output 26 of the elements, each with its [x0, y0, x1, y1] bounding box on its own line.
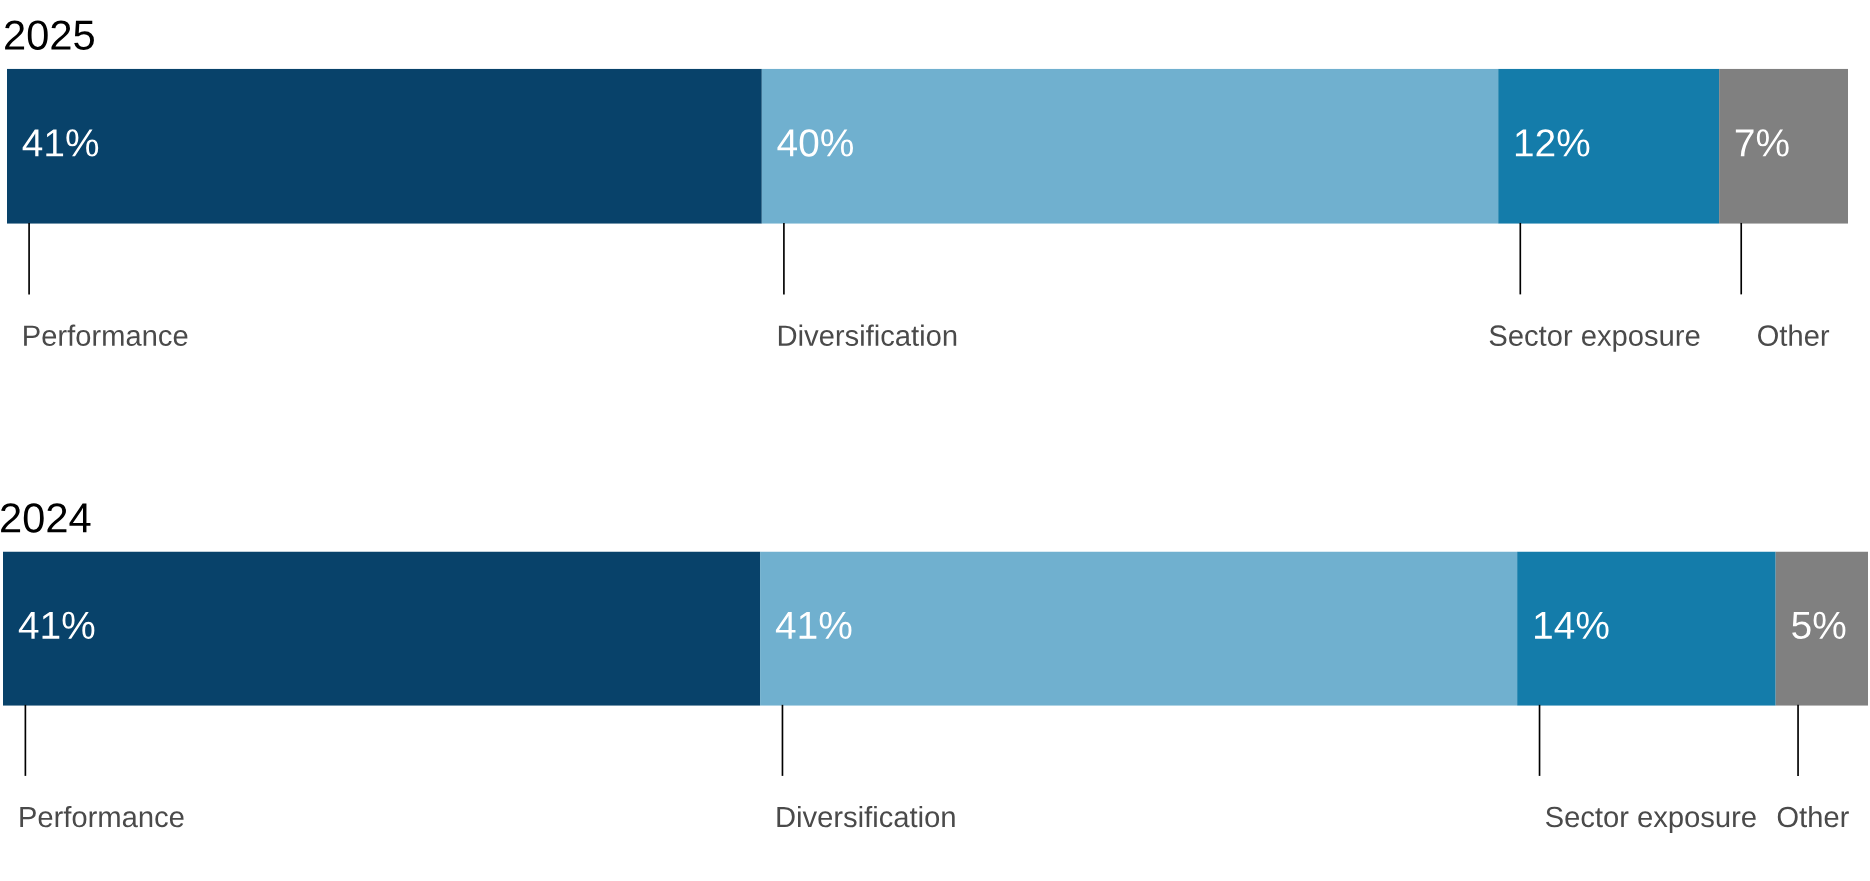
bar: [1775, 551, 1868, 706]
data-label: 7%: [1735, 129, 1789, 157]
data-label: 41%: [22, 129, 99, 157]
chart-title: 2024: [1, 503, 91, 533]
data-label: 41%: [775, 611, 852, 639]
bar: [761, 68, 1499, 224]
bar: [1498, 68, 1720, 224]
bar: [1517, 551, 1776, 706]
data-label: 14%: [1535, 611, 1609, 639]
text: Performance: [20, 805, 184, 828]
bar: [760, 551, 1518, 706]
text: Diversification: [778, 324, 957, 346]
text: Performance: [24, 324, 188, 346]
text: Other: [1777, 805, 1849, 828]
text: Diversification: [777, 805, 955, 828]
bar: [1719, 68, 1848, 224]
data-label: 12%: [1515, 129, 1590, 157]
bar: [7, 68, 762, 224]
data-label: 41%: [18, 611, 95, 639]
data-label: 40%: [777, 129, 853, 157]
chart-title: 2025: [5, 20, 94, 50]
text: Other: [1758, 324, 1830, 346]
bar: [3, 551, 761, 706]
text: Sector exposure: [1545, 806, 1756, 834]
text: Sector exposure: [1489, 325, 1700, 352]
data-label: 5%: [1792, 611, 1846, 640]
